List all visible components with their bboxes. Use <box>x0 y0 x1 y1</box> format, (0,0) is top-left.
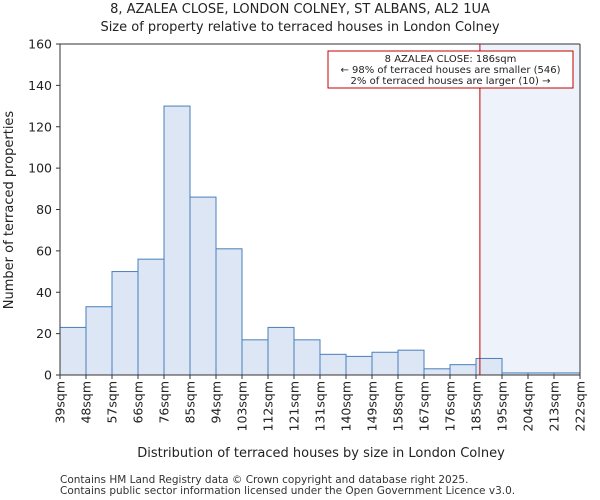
x-tick-label-76sqm: 76sqm <box>157 381 172 424</box>
footer-line1: Contains HM Land Registry data © Crown c… <box>60 474 468 486</box>
bar-103sqm <box>241 339 269 376</box>
x-tick-label-213sqm: 213sqm <box>547 381 562 431</box>
y-tick-label-100: 100 <box>28 161 52 176</box>
bar-39sqm <box>59 326 87 376</box>
annotation-line-3: 2% of terraced houses are larger (10) → <box>351 76 551 87</box>
y-tick-label-40: 40 <box>36 285 52 300</box>
x-tick-label-121sqm: 121sqm <box>287 381 302 431</box>
x-tick-label-57sqm: 57sqm <box>105 381 120 424</box>
y-axis-label: Number of terraced properties <box>2 111 17 310</box>
bar-57sqm <box>111 271 139 376</box>
x-tick-label-222sqm: 222sqm <box>573 381 588 431</box>
bar-48sqm <box>85 306 113 376</box>
x-tick-label-112sqm: 112sqm <box>261 381 276 431</box>
x-tick-label-195sqm: 195sqm <box>495 381 510 431</box>
x-axis-label: Distribution of terraced houses by size … <box>137 446 505 461</box>
bar-85sqm <box>189 196 217 376</box>
y-tick-label-20: 20 <box>36 326 52 341</box>
bar-94sqm <box>215 248 243 376</box>
x-tick-label-103sqm: 103sqm <box>235 381 250 431</box>
bar-149sqm <box>371 351 399 376</box>
x-tick-label-140sqm: 140sqm <box>339 381 354 431</box>
bar-121sqm <box>293 339 321 376</box>
x-tick-label-204sqm: 204sqm <box>521 381 536 431</box>
y-tick-label-80: 80 <box>36 202 52 217</box>
x-tick-label-48sqm: 48sqm <box>79 381 94 424</box>
x-tick-label-66sqm: 66sqm <box>131 381 146 424</box>
y-tick-label-140: 140 <box>28 78 52 93</box>
bar-76sqm <box>163 105 191 376</box>
bar-176sqm <box>449 364 477 376</box>
highlight-region <box>479 44 580 375</box>
bar-167sqm <box>423 368 451 376</box>
x-tick-label-131sqm: 131sqm <box>313 381 328 431</box>
annotation-line-1: 8 AZALEA CLOSE: 186sqm <box>385 54 517 65</box>
x-tick-label-158sqm: 158sqm <box>391 381 406 431</box>
bar-140sqm <box>345 355 373 376</box>
y-tick-label-120: 120 <box>28 119 52 134</box>
y-tick-label-160: 160 <box>28 37 52 52</box>
y-tick-label-0: 0 <box>44 368 52 383</box>
x-tick-label-85sqm: 85sqm <box>183 381 198 424</box>
annotation-line-2: ← 98% of terraced houses are smaller (54… <box>340 65 560 76</box>
plot-area: 0 20 40 60 80 100 120 140 160 39sqm 48sqm 57sqm 66sq… <box>28 37 587 432</box>
x-tick-label-185sqm: 185sqm <box>469 381 484 431</box>
x-tick-label-176sqm: 176sqm <box>443 381 458 431</box>
x-tick-label-39sqm: 39sqm <box>53 381 68 424</box>
chart-title-line2: Size of property relative to terraced ho… <box>100 20 499 35</box>
x-tick-label-149sqm: 149sqm <box>365 381 380 431</box>
footer-line2: Contains public sector information licen… <box>60 485 515 497</box>
annotation-box <box>327 50 574 89</box>
x-tick-label-94sqm: 94sqm <box>209 381 224 424</box>
chart-title-line1: 8, AZALEA CLOSE, LONDON COLNEY, ST ALBAN… <box>110 2 490 17</box>
bar-158sqm <box>397 349 425 376</box>
bar-131sqm <box>319 353 347 376</box>
y-tick-label-60: 60 <box>36 243 52 258</box>
bar-66sqm <box>137 258 165 376</box>
x-tick-label-167sqm: 167sqm <box>417 381 432 431</box>
bar-112sqm <box>267 326 295 376</box>
